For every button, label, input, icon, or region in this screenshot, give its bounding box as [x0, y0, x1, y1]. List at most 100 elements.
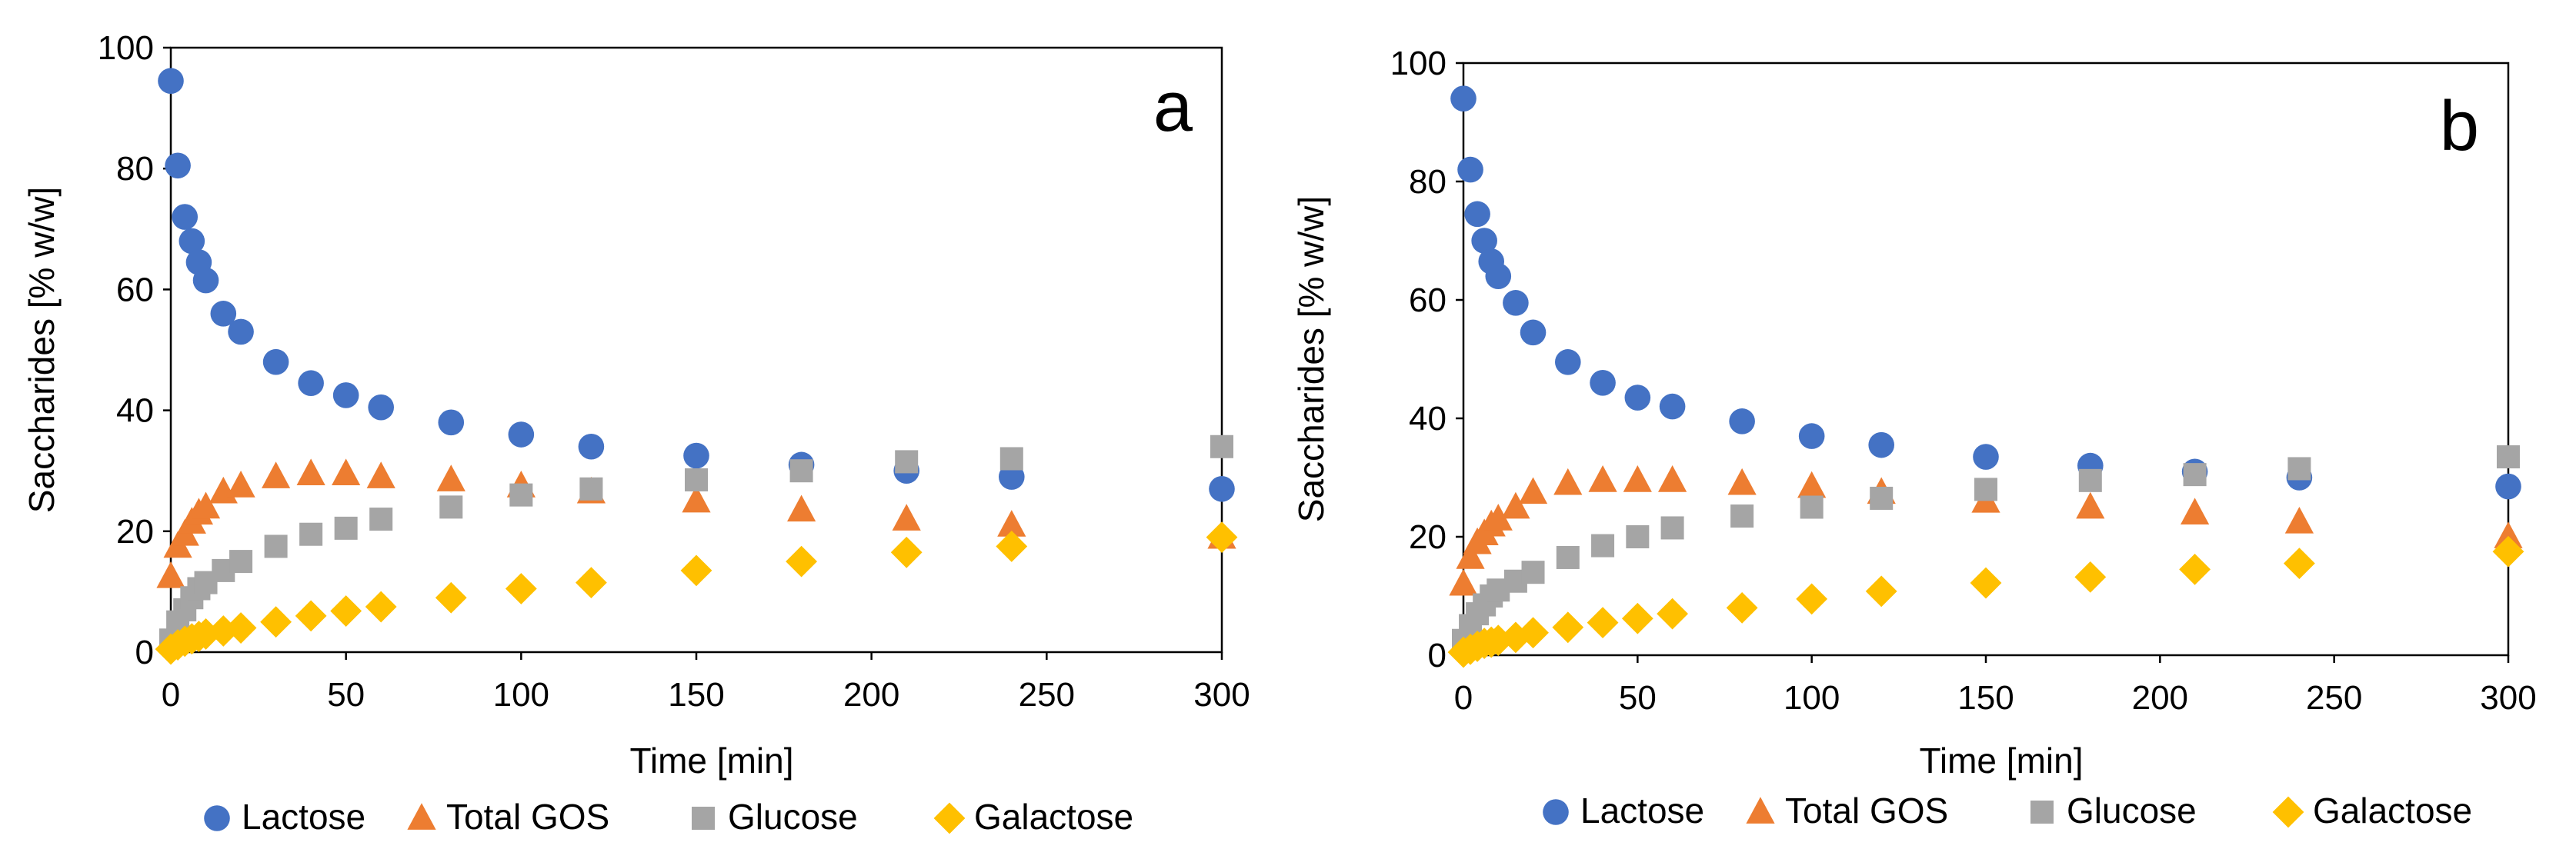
data-point-lactose [210, 301, 237, 327]
series-lactose [1450, 85, 2521, 500]
data-point-glucose [1870, 486, 1894, 510]
data-point-lactose [1659, 393, 1686, 420]
data-point-galactose [2074, 561, 2107, 593]
data-point-glucose [2287, 457, 2311, 481]
data-point-total-gos [296, 458, 325, 485]
legend-label: Lactose [1580, 791, 1704, 831]
data-point-galactose [786, 545, 817, 578]
data-point-lactose [2495, 473, 2521, 500]
legend-marker-total-gos [1746, 797, 1775, 824]
data-point-galactose [1552, 611, 1584, 644]
legend: Lactose Total GOS Glucose Galactose [204, 797, 1133, 837]
data-point-total-gos [892, 504, 921, 531]
data-point-galactose [505, 573, 537, 604]
data-point-glucose [685, 468, 708, 491]
data-point-lactose [438, 409, 465, 436]
data-point-total-gos [436, 464, 465, 491]
data-point-galactose [1206, 521, 1238, 554]
data-point-glucose [264, 534, 288, 558]
x-tick-label: 0 [162, 676, 180, 714]
y-tick-label: 100 [98, 29, 154, 67]
x-tick-label: 50 [1619, 679, 1657, 717]
y-tick-label: 100 [1390, 45, 1446, 82]
data-point-lactose [1464, 201, 1490, 228]
x-tick-label: 200 [2132, 679, 2188, 717]
data-point-galactose [576, 567, 607, 599]
x-axis-title: Time [min] [1920, 741, 2084, 781]
data-point-glucose [1730, 504, 1754, 528]
data-point-lactose [179, 228, 205, 255]
data-point-lactose [1520, 319, 1547, 346]
data-point-lactose [298, 370, 324, 397]
data-point-total-gos [366, 461, 395, 488]
series-galactose [155, 521, 1238, 665]
data-point-total-gos [1501, 491, 1530, 519]
y-tick-label: 20 [1409, 518, 1446, 556]
data-point-lactose [1590, 370, 1616, 396]
data-point-galactose [260, 606, 292, 638]
plot-area-frame [1462, 62, 2510, 657]
data-point-lactose [1209, 475, 1235, 502]
legend-marker-lactose [204, 805, 230, 831]
data-point-glucose [229, 550, 253, 574]
legend-label: Total GOS [446, 797, 609, 837]
data-point-total-gos [1449, 568, 1478, 596]
data-point-galactose [680, 554, 712, 587]
data-point-total-gos [2076, 491, 2105, 519]
data-point-lactose [1798, 423, 1825, 449]
panel-letter: b [2440, 87, 2479, 165]
data-point-lactose [1624, 385, 1651, 411]
legend-label: Lactose [242, 797, 365, 837]
data-point-lactose [1729, 408, 1755, 434]
panel-letter: a [1153, 68, 1193, 146]
data-point-galactose [996, 531, 1028, 562]
data-point-lactose [262, 348, 289, 375]
data-point-glucose [369, 508, 393, 531]
data-point-total-gos [1553, 468, 1583, 495]
legend-label: Total GOS [1785, 791, 1948, 831]
data-point-lactose [192, 267, 219, 294]
y-tick-label: 60 [1409, 281, 1446, 319]
y-tick-label: 80 [1409, 163, 1446, 201]
legend-label: Glucose [2067, 791, 2197, 831]
data-point-lactose [172, 204, 199, 230]
data-point-lactose [683, 442, 709, 469]
data-point-lactose [1457, 156, 1483, 183]
data-point-total-gos [1483, 504, 1513, 531]
series-galactose [1447, 535, 2524, 668]
x-axis-title: Time [min] [630, 741, 794, 781]
legend-entry-glucose: Glucose [2030, 791, 2197, 831]
data-point-lactose [332, 382, 359, 408]
data-point-glucose [1591, 534, 1615, 558]
data-point-lactose [1973, 444, 1999, 470]
data-point-lactose [1868, 431, 1894, 458]
legend-marker-glucose [2030, 801, 2054, 824]
y-axis-title: Saccharides [% w/w] [1291, 196, 1331, 522]
legend-entry-lactose: Lactose [1543, 791, 1704, 831]
x-tick-label: 150 [668, 676, 724, 714]
x-tick-label: 250 [2306, 679, 2362, 717]
data-point-glucose [1626, 525, 1650, 548]
data-point-total-gos [2494, 521, 2523, 548]
data-point-lactose [1450, 85, 1477, 112]
chart-panel-a: 0 20 40 60 80 100 0 50 100 150 200 250 300 Time [min]… [22, 29, 1250, 837]
data-point-total-gos [1797, 471, 1827, 498]
data-point-glucose [789, 459, 813, 483]
data-point-glucose [2183, 463, 2207, 487]
legend-marker-lactose [1543, 799, 1569, 825]
data-point-galactose [225, 612, 257, 644]
data-point-glucose [439, 495, 463, 519]
x-tick-label: 100 [493, 676, 549, 714]
data-point-lactose [165, 152, 191, 179]
chart-panel-b: 0 20 40 60 80 100 0 50 100 150 200 250 300 Time [min]… [1291, 45, 2537, 831]
data-point-galactose [890, 536, 923, 568]
data-point-galactose [1796, 583, 1828, 615]
data-point-glucose [1556, 545, 1580, 569]
y-tick-label: 60 [116, 271, 154, 308]
data-point-total-gos [191, 491, 221, 519]
data-point-lactose [578, 433, 605, 460]
data-point-galactose [2284, 548, 2315, 580]
data-point-galactose [365, 591, 397, 623]
series-lactose [158, 68, 1235, 502]
